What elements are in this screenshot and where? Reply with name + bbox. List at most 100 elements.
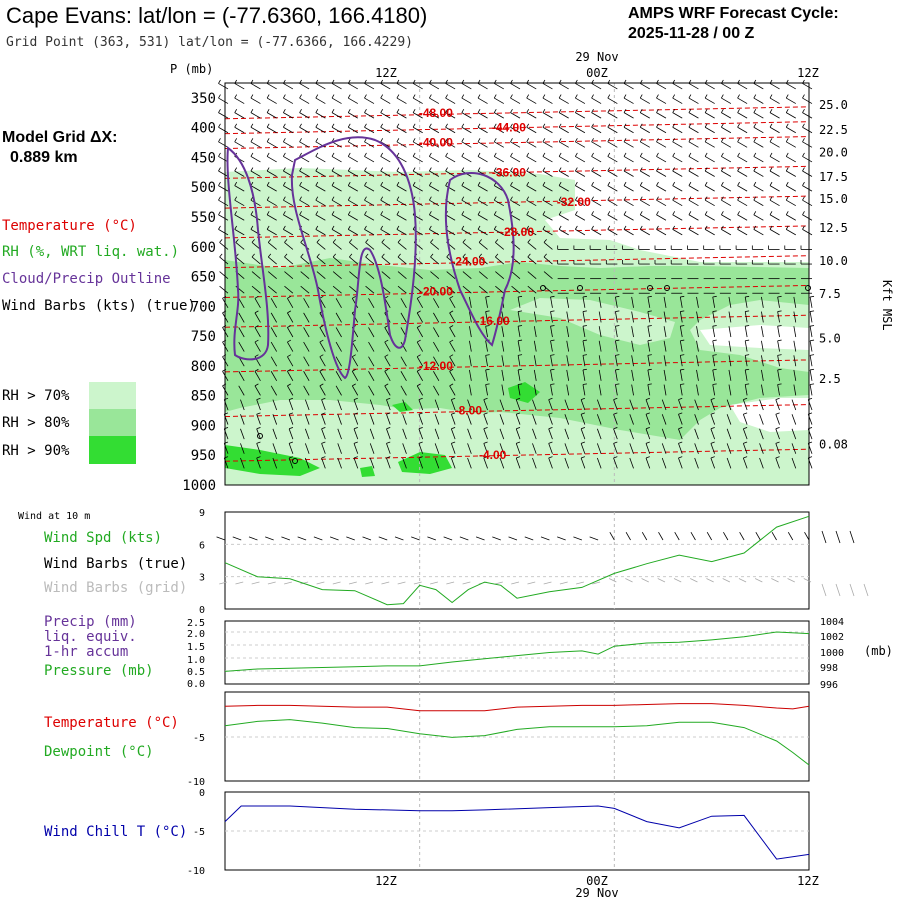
wind-barb: [564, 457, 570, 469]
wind-barb: [558, 185, 569, 192]
y-tick-label: -5: [193, 733, 205, 744]
wind-barb: [332, 242, 342, 250]
wind-barb: [566, 340, 570, 352]
surface-wind-barb: [804, 532, 810, 541]
wind-barb-feather: [688, 138, 692, 143]
wind-barb-feather: [430, 239, 434, 243]
wind-barb: [623, 185, 634, 192]
wind-barb-feather: [591, 123, 594, 128]
wind-barb-feather: [777, 295, 782, 298]
wind-barb-feather: [218, 94, 221, 99]
wind-barb: [433, 385, 440, 396]
wind-barb: [688, 83, 699, 90]
surface-wind-barb-grid: [494, 581, 503, 585]
wind-barb: [802, 199, 813, 207]
wind-barb-feather: [416, 295, 421, 299]
wind-barb-feather: [656, 94, 659, 99]
wind-barb-feather: [710, 427, 715, 430]
wind-barb: [728, 369, 732, 381]
wind-barb: [515, 443, 521, 454]
wind-barb: [550, 355, 553, 367]
wind-barb: [256, 399, 261, 411]
wind-barb-feather: [429, 167, 432, 172]
wind-barb-feather: [558, 181, 562, 186]
wind-barb-feather: [647, 310, 652, 312]
wind-barb: [272, 399, 278, 411]
wind-barb-feather: [777, 325, 782, 327]
wind-barb-feather: [300, 253, 304, 258]
wind-barb-feather: [396, 138, 400, 143]
wind-barb: [737, 97, 748, 104]
surface-wind-barb-grid: [835, 583, 841, 597]
surface-wind-barb: [540, 536, 550, 541]
wind-barb: [494, 97, 504, 104]
wind-barb: [533, 311, 537, 323]
wind-barb: [656, 214, 667, 221]
wind-barb: [429, 214, 440, 221]
wind-barb: [461, 156, 472, 163]
isotherm-label: -8.00: [455, 404, 483, 418]
wind-barb: [272, 428, 278, 440]
surface-wind-barb-grid: [608, 578, 617, 583]
pressure-tick-label: 400: [191, 121, 216, 137]
wind-barb: [688, 229, 699, 236]
y-tick-label: 1.5: [187, 642, 205, 653]
wind-barb-feather: [688, 211, 692, 215]
wind-barb-feather: [485, 295, 490, 298]
wind-barb: [501, 340, 505, 352]
wind-barb-feather: [543, 253, 547, 258]
wind-barb-feather: [352, 354, 356, 358]
wind-barb-feather: [416, 368, 421, 372]
surface-wind-barb: [755, 532, 761, 541]
wind-barb: [267, 242, 277, 250]
wind-barb-feather: [745, 339, 750, 342]
wind-barb: [418, 414, 424, 425]
wind-barb: [721, 170, 732, 177]
wind-barb-feather: [347, 225, 351, 230]
wind-barb-feather: [639, 211, 643, 215]
wind-barb-feather: [266, 152, 270, 157]
wind-barb: [744, 355, 748, 367]
wind-barb: [761, 355, 764, 367]
wind-barb: [517, 340, 521, 352]
wind-barb: [299, 97, 310, 104]
surface-wind-barb-grid: [332, 581, 341, 585]
wind-barb: [761, 296, 764, 308]
wind-barb: [672, 185, 683, 192]
wind-barb: [412, 97, 423, 104]
wind-barb: [284, 256, 294, 265]
pressure-unit: (mb): [864, 644, 893, 658]
wind-barb: [483, 457, 488, 469]
wind-barb-feather: [315, 138, 319, 143]
wind-barb-feather: [234, 123, 238, 128]
wind-barb-feather: [461, 167, 465, 172]
wind-barb: [615, 355, 618, 367]
wind-barb-feather: [384, 383, 389, 387]
wind-barb: [728, 340, 732, 352]
wind-barb: [753, 199, 764, 207]
surface-barbs-true: [216, 530, 855, 544]
wind-barb-feather: [347, 181, 351, 186]
wind-barb-feather: [315, 211, 319, 215]
wind-barb-feather: [580, 412, 586, 415]
wind-barb: [775, 399, 780, 411]
surface-wind-barb: [723, 532, 729, 541]
y-tick-label: 2.5: [187, 618, 205, 629]
wind-barb-feather: [516, 397, 521, 400]
wind-barb: [331, 83, 342, 90]
wind-barb-feather: [704, 94, 708, 99]
wind-barb: [218, 229, 229, 236]
upper-wind-barbs: [218, 79, 815, 469]
wind-barb-feather: [396, 225, 400, 230]
wind-barb-feather: [737, 196, 740, 201]
wind-barb: [607, 214, 618, 221]
wind-barb: [434, 457, 440, 469]
surface-wind-barb-grid: [267, 581, 276, 585]
wind-barb-feather: [287, 368, 292, 372]
wind-barb: [267, 256, 277, 265]
wind-barb: [288, 457, 294, 469]
wind-barb: [580, 399, 586, 411]
wind-barb: [532, 443, 537, 454]
surface-wind-barb: [232, 536, 242, 541]
cloud-outline-1: [226, 146, 270, 361]
